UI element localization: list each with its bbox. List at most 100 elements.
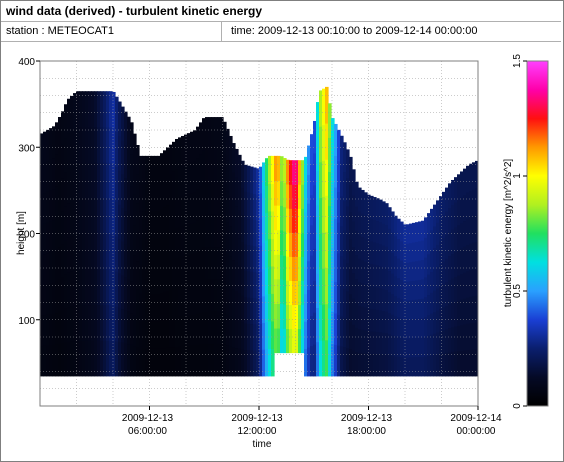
heatmap-cell (151, 183, 155, 212)
heatmap-cell (391, 334, 395, 356)
heatmap-cell (388, 270, 392, 293)
heatmap-cell (358, 187, 362, 212)
heatmap-cell (376, 242, 380, 266)
heatmap-cell (97, 91, 101, 128)
heatmap-cell (199, 122, 203, 155)
heatmap-cell (226, 221, 230, 253)
heatmap-cell (316, 273, 320, 308)
heatmap-cell (52, 188, 56, 221)
heatmap-cell (466, 165, 470, 193)
heatmap-cell (385, 267, 389, 291)
heatmap-cell (364, 215, 368, 239)
heatmap-cell (151, 238, 155, 267)
heatmap-cell (433, 333, 437, 356)
heatmap-cell (40, 345, 44, 377)
heatmap-cell (400, 337, 404, 358)
heatmap-cell (217, 181, 221, 215)
heatmap-cell (232, 230, 236, 261)
heatmap-cell (262, 242, 266, 270)
heatmap-cell (91, 91, 95, 128)
heatmap-cell (124, 210, 128, 245)
heatmap-cell (112, 198, 116, 235)
heatmap-cell (160, 208, 164, 238)
heatmap-cell (313, 343, 317, 377)
heatmap-cell (421, 298, 425, 319)
heatmap-cell (454, 276, 458, 302)
heatmap-cell (85, 126, 89, 163)
heatmap-cell (118, 307, 122, 343)
heatmap-cell (337, 160, 341, 192)
heatmap-cell (373, 331, 377, 355)
heatmap-cell (445, 281, 449, 306)
heatmap-cell (130, 122, 134, 155)
heatmap-cell (91, 233, 95, 270)
heatmap-cell (151, 293, 155, 322)
heatmap-cell (301, 280, 305, 306)
heatmap-cell (217, 343, 221, 377)
heatmap-cell (376, 353, 380, 377)
heatmap-cell (451, 204, 455, 230)
heatmap-cell (355, 205, 359, 231)
heatmap-cell (415, 337, 419, 358)
heatmap-cell (379, 243, 383, 267)
heatmap-cell (439, 330, 443, 354)
heatmap-cell (133, 133, 137, 165)
heatmap-cell (208, 311, 212, 345)
heatmap-cell (364, 192, 368, 216)
heatmap-cell (337, 191, 341, 223)
heatmap-cell (40, 163, 44, 195)
heatmap-cell (94, 126, 98, 163)
heatmap-cell (370, 353, 374, 377)
heatmap-cell (190, 253, 194, 285)
heatmap-cell (202, 343, 206, 377)
heatmap-cell (112, 233, 116, 270)
heatmap-cell (247, 165, 251, 193)
heatmap-cell (277, 180, 281, 206)
heatmap-cell (136, 145, 140, 175)
heatmap-cell (169, 173, 173, 204)
heatmap-cell (466, 192, 470, 219)
heatmap-cell (247, 244, 251, 272)
heatmap-cell (79, 304, 83, 341)
heatmap-cell (172, 141, 176, 172)
heatmap-cell (409, 356, 413, 377)
x-tick-label-time: 12:00:00 (238, 426, 277, 437)
heatmap-cell (43, 192, 47, 224)
heatmap-cell (235, 347, 239, 377)
heatmap-cell (178, 286, 182, 317)
heatmap-cell (217, 214, 221, 248)
heatmap-cell (85, 269, 89, 306)
heatmap-cell (391, 273, 395, 295)
heatmap-cell (253, 323, 257, 351)
heatmap-cell (433, 226, 437, 249)
heatmap-cell (319, 161, 323, 199)
heatmap-cell (454, 226, 458, 253)
heatmap-cell (52, 313, 56, 346)
heatmap-cell (286, 256, 290, 281)
heatmap-cell (271, 238, 275, 267)
heatmap-cell (166, 176, 170, 206)
heatmap-cell (358, 352, 362, 377)
heatmap-cell (55, 344, 59, 377)
heatmap-cell (148, 320, 152, 349)
heatmap-cell (187, 284, 191, 316)
heatmap-cell (181, 285, 185, 317)
heatmap-cell (109, 304, 113, 341)
heatmap-cell (46, 160, 50, 192)
heatmap-cell (352, 220, 356, 248)
x-axis: 2009-12-13 06:00:00 2009-12-13 12:00:00 2009… (122, 406, 502, 437)
heatmap-cell (142, 320, 146, 349)
heatmap-cell (169, 144, 173, 175)
colorbar-axis: 0 0.5 1 1.5 (512, 54, 527, 409)
heatmap-cell (310, 255, 314, 286)
y-axis-label: height [m] (16, 211, 27, 255)
heatmap-cell (442, 191, 446, 216)
heatmap-cell (109, 162, 113, 199)
heatmap-cell (424, 237, 428, 258)
heatmap-cell (190, 314, 194, 346)
heatmap-cell (448, 327, 452, 353)
heatmap-cell (268, 320, 272, 349)
heatmap-cell (367, 262, 371, 286)
heatmap-cell (157, 155, 161, 184)
heatmap-cell (418, 240, 422, 261)
